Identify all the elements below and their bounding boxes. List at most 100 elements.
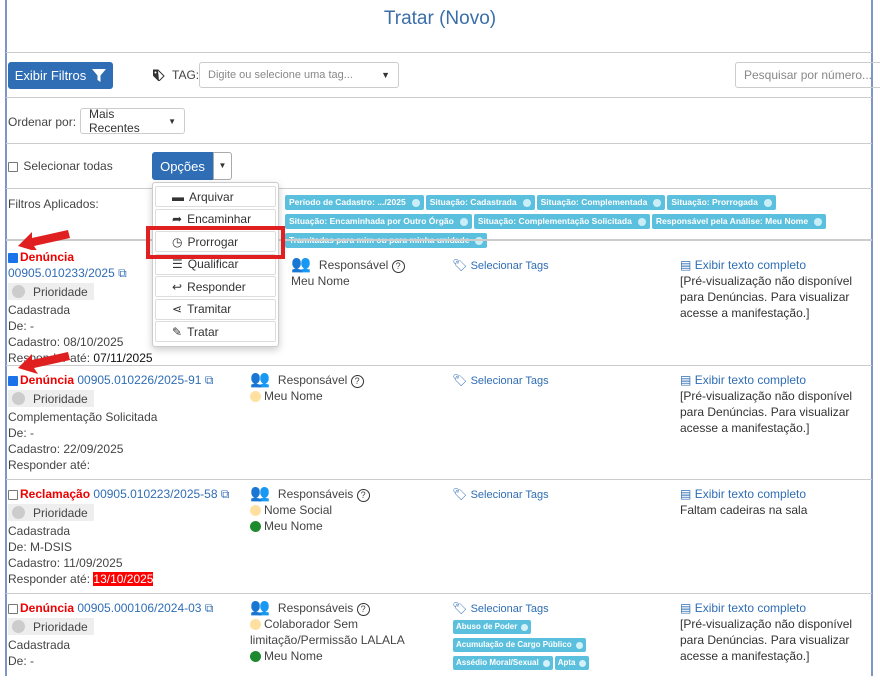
tag-text: Apta <box>557 658 576 667</box>
select-tags-link[interactable]: Selecionar Tags <box>470 375 549 387</box>
tag-chip[interactable]: Assédio Moral/Sexual <box>453 656 553 670</box>
created-date: Cadastro: 22/09/2025 <box>8 442 124 456</box>
priority-dot-icon <box>12 392 25 405</box>
select-all[interactable]: Selecionar todas <box>8 159 113 173</box>
remove-chip-icon[interactable] <box>459 217 468 226</box>
preview-text: Faltam cadeiras na sala <box>680 503 808 517</box>
priority-toggle[interactable]: Prioridade <box>8 504 94 521</box>
remove-chip-icon[interactable] <box>653 198 662 207</box>
preview-text: [Pré-visualização não disponível para De… <box>680 617 853 663</box>
menu-item-tratar[interactable]: ✎ Tratar <box>155 321 276 342</box>
menu-item-prorrogar[interactable]: ◷ Prorrogar <box>155 231 276 252</box>
remove-tag-icon[interactable] <box>579 659 587 667</box>
external-link-icon[interactable]: ⧉ <box>204 373 214 387</box>
filter-chip[interactable]: Situação: Complementada <box>536 195 666 210</box>
show-full-text-link[interactable]: Exibir texto completo <box>694 373 807 387</box>
select-all-label: Selecionar todas <box>23 159 113 173</box>
chip-text: Situação: Complementação Solicitada <box>477 216 632 226</box>
tag-chip[interactable]: Abuso de Poder <box>453 620 532 634</box>
reply-icon: ↩ <box>172 279 183 294</box>
help-icon[interactable]: ? <box>356 603 370 616</box>
show-full-text-link[interactable]: Exibir texto completo <box>694 258 807 272</box>
protocol-link[interactable]: 00905.000106/2024-03 <box>77 601 202 615</box>
select-tags-link[interactable]: Selecionar Tags <box>470 603 549 615</box>
menu-item-arquivar[interactable]: ▬ Arquivar <box>155 186 276 207</box>
priority-toggle[interactable]: Prioridade <box>8 618 94 635</box>
pending-circle-icon <box>250 619 261 631</box>
menu-item-responder[interactable]: ↩ Responder <box>155 276 276 297</box>
sort-select[interactable]: Mais Recentes ▼ <box>80 107 185 135</box>
tag-text: TAG: <box>172 68 200 82</box>
users-icon: 👥 <box>250 371 270 388</box>
responsible-name: Nome Social <box>264 503 333 517</box>
filter-chip[interactable]: Situação: Encaminhada por Outro Órgão <box>285 214 472 229</box>
tag-chip[interactable]: Acumulação de Cargo Público <box>453 638 586 652</box>
priority-toggle[interactable]: Prioridade <box>8 283 94 300</box>
remove-tag-icon[interactable] <box>575 641 583 649</box>
row-checkbox[interactable] <box>8 489 18 500</box>
check-circle-icon <box>250 521 261 533</box>
responsible-name: Meu Nome <box>291 274 350 288</box>
show-full-text-link[interactable]: Exibir texto completo <box>694 601 807 615</box>
show-filters-button[interactable]: Exibir Filtros <box>8 62 113 89</box>
options-button[interactable]: Opções <box>152 152 213 180</box>
row-checkbox[interactable] <box>8 603 18 614</box>
created-date: Cadastro: 08/10/2025 <box>8 335 124 349</box>
tag-label: TAG: <box>153 68 199 82</box>
tag-select[interactable]: Digite ou selecione uma tag... ▼ <box>199 62 399 88</box>
from-text: De: - <box>8 654 35 668</box>
menu-item-qualificar[interactable]: ☰ Qualificar <box>155 253 276 275</box>
responsible-label: Responsáveis <box>277 601 354 615</box>
filter-chip[interactable]: Situação: Complementação Solicitada <box>473 214 650 229</box>
show-filters-label: Exibir Filtros <box>14 68 87 83</box>
options-caret-button[interactable]: ▼ <box>213 152 232 180</box>
filters-label: Filtros Aplicados: <box>8 197 99 211</box>
archive-icon: ▬ <box>172 189 184 204</box>
menu-item-tramitar[interactable]: ⋖ Tramitar <box>155 298 276 320</box>
remove-chip-icon[interactable] <box>814 217 823 226</box>
menu-label: Responder <box>187 279 246 294</box>
responsible-label: Responsáveis <box>277 487 354 501</box>
manifestation-type: Denúncia <box>20 373 75 387</box>
filter-chip[interactable]: Responsável pela Análise: Meu Nome <box>651 214 827 229</box>
window-frame <box>5 0 873 676</box>
select-tags-link[interactable]: Selecionar Tags <box>470 489 549 501</box>
external-link-icon[interactable]: ⧉ <box>204 601 214 615</box>
external-link-icon[interactable]: ⧉ <box>118 266 127 280</box>
remove-tag-icon[interactable] <box>542 659 550 667</box>
select-all-checkbox[interactable] <box>8 161 18 172</box>
options-label: Opções <box>160 158 205 174</box>
tags-icon <box>153 69 165 81</box>
show-full-text-link[interactable]: Exibir texto completo <box>694 487 807 501</box>
red-arrow-icon <box>18 352 70 374</box>
row-checkbox[interactable] <box>8 252 18 263</box>
list-icon: ▤ <box>680 258 692 272</box>
row-checkbox[interactable] <box>8 375 18 386</box>
remove-chip-icon[interactable] <box>763 198 772 207</box>
protocol-link[interactable]: 00905.010226/2025-91 <box>77 373 202 387</box>
help-icon[interactable]: ? <box>356 489 370 502</box>
filter-chip[interactable]: Situação: Prorrogada <box>667 195 776 210</box>
remove-chip-icon[interactable] <box>522 198 531 207</box>
responsible-item: Nome Social <box>250 502 425 518</box>
external-link-icon[interactable]: ⧉ <box>220 487 230 501</box>
select-tags-link[interactable]: Selecionar Tags <box>470 260 549 272</box>
help-icon[interactable]: ? <box>350 375 364 388</box>
responsible-item: Meu Nome <box>250 388 425 404</box>
remove-chip-icon[interactable] <box>411 198 420 207</box>
help-icon[interactable]: ? <box>391 260 405 273</box>
sort-value: Mais Recentes <box>89 107 140 135</box>
search-input[interactable]: Pesquisar por número... <box>735 62 880 88</box>
tag-icon: 🏷 <box>452 487 468 501</box>
filter-chip[interactable]: Situação: Cadastrada <box>425 195 535 210</box>
remove-tag-icon[interactable] <box>521 623 529 631</box>
tag-chip[interactable]: Apta <box>554 656 590 670</box>
priority-toggle[interactable]: Prioridade <box>8 390 94 407</box>
protocol-link[interactable]: 00905.010223/2025-58 <box>93 487 218 501</box>
protocol-link[interactable]: 00905.010233/2025 <box>8 266 115 280</box>
from-text: De: - <box>8 426 35 440</box>
remove-chip-icon[interactable] <box>637 217 646 226</box>
preview-text: [Pré-visualização não disponível para De… <box>680 274 853 320</box>
filter-chip[interactable]: Período de Cadastro: .../2025 <box>285 195 424 210</box>
divider <box>6 188 872 189</box>
